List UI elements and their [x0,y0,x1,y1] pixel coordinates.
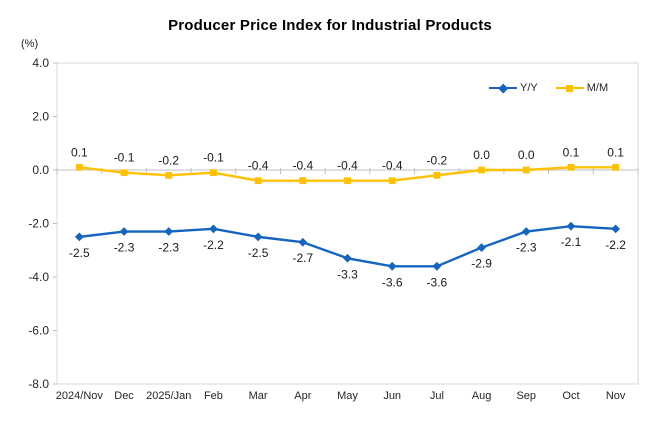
mm-data-label: -0.4 [292,159,313,173]
y-axis-unit-label: (%) [21,38,39,50]
x-axis-label: Nov [606,390,626,402]
mm-data-label: -0.4 [248,159,269,173]
x-axis-label: Mar [249,390,268,402]
x-axis-label: 2024/Nov [56,390,104,402]
mm-data-label: -0.4 [337,159,358,173]
mm-marker [388,177,396,185]
mm-marker [344,177,351,185]
mm-marker [522,166,530,174]
mm-marker [612,163,620,171]
mm-data-label: -0.1 [203,151,224,165]
mm-data-label: -0.4 [382,159,403,173]
legend-item-yy: Y/Y [489,82,538,94]
y-axis-tick-label: -4.0 [28,270,49,284]
yy-marker [611,224,621,234]
yy-data-label: -2.2 [203,238,224,252]
mm-data-label: -0.1 [114,151,135,165]
mm-data-label: -0.2 [158,153,179,167]
x-axis-label: May [337,390,358,402]
yy-marker [566,221,576,231]
mm-marker [254,177,262,185]
yy-marker [164,227,174,236]
y-axis-tick-label: 0.0 [32,163,49,177]
x-axis-label: 2025/Jan [146,390,191,402]
yy-data-label: -2.7 [292,251,313,265]
x-axis-label: Jul [430,390,444,402]
x-axis-label: Apr [294,390,311,402]
yy-data-label: -3.6 [427,275,448,289]
mm-marker [165,171,173,179]
mm-data-label: 0.1 [563,145,580,159]
mm-line-marker-icon [555,84,584,93]
legend-item-mm: M/M [555,82,609,94]
x-axis-label: Sep [516,390,536,402]
yy-marker [343,253,352,263]
yy-marker [74,232,84,242]
y-axis-tick-label: 2.0 [32,110,49,124]
yy-marker [253,232,263,242]
mm-data-label: 0.0 [473,148,490,162]
y-axis-tick-label: -8.0 [28,377,49,391]
yy-line-marker-icon [489,83,517,93]
yy-data-label: -2.2 [605,238,626,252]
plot-border [56,62,639,385]
yy-marker [387,261,397,271]
mm-marker [120,169,128,177]
mm-data-label: 0.1 [607,145,624,159]
mm-data-label: -0.2 [427,153,448,167]
yy-marker [477,243,486,252]
x-axis-label: Oct [562,390,579,402]
x-axis-label: Dec [114,390,134,402]
x-axis-label: Jun [383,390,401,402]
yy-data-label: -3.3 [337,267,358,281]
yy-marker [521,227,531,236]
mm-marker [433,171,441,179]
yy-data-label: -3.6 [382,275,403,289]
mm-marker [210,169,217,177]
x-axis-label: Aug [472,390,492,402]
legend: Y/Y M/M [489,82,608,94]
yy-data-label: -2.3 [516,241,537,255]
yy-data-label: -2.3 [114,241,135,255]
y-axis-tick-label: 4.0 [32,56,49,70]
y-axis-tick-label: -6.0 [28,324,49,338]
mm-data-label: 0.1 [71,145,88,159]
yy-marker [119,227,129,236]
yy-data-label: -2.1 [561,235,582,249]
mm-data-label: 0.0 [518,148,535,162]
yy-data-label: -2.9 [471,257,492,271]
yy-data-label: -2.5 [69,246,90,260]
y-axis-tick-label: -2.0 [28,217,49,231]
yy-marker [432,261,442,271]
mm-marker [567,163,575,171]
x-axis-label: Feb [204,390,223,402]
yy-data-label: -2.3 [158,241,179,255]
yy-marker [209,224,218,234]
chart-title: Producer Price Index for Industrial Prod… [168,17,492,34]
mm-marker [75,163,83,171]
legend-label-mm: M/M [586,82,609,94]
yy-data-label: -2.5 [248,246,269,260]
legend-label-yy: Y/Y [520,82,538,94]
mm-marker [478,166,485,174]
yy-marker [298,237,308,247]
mm-marker [299,177,307,185]
